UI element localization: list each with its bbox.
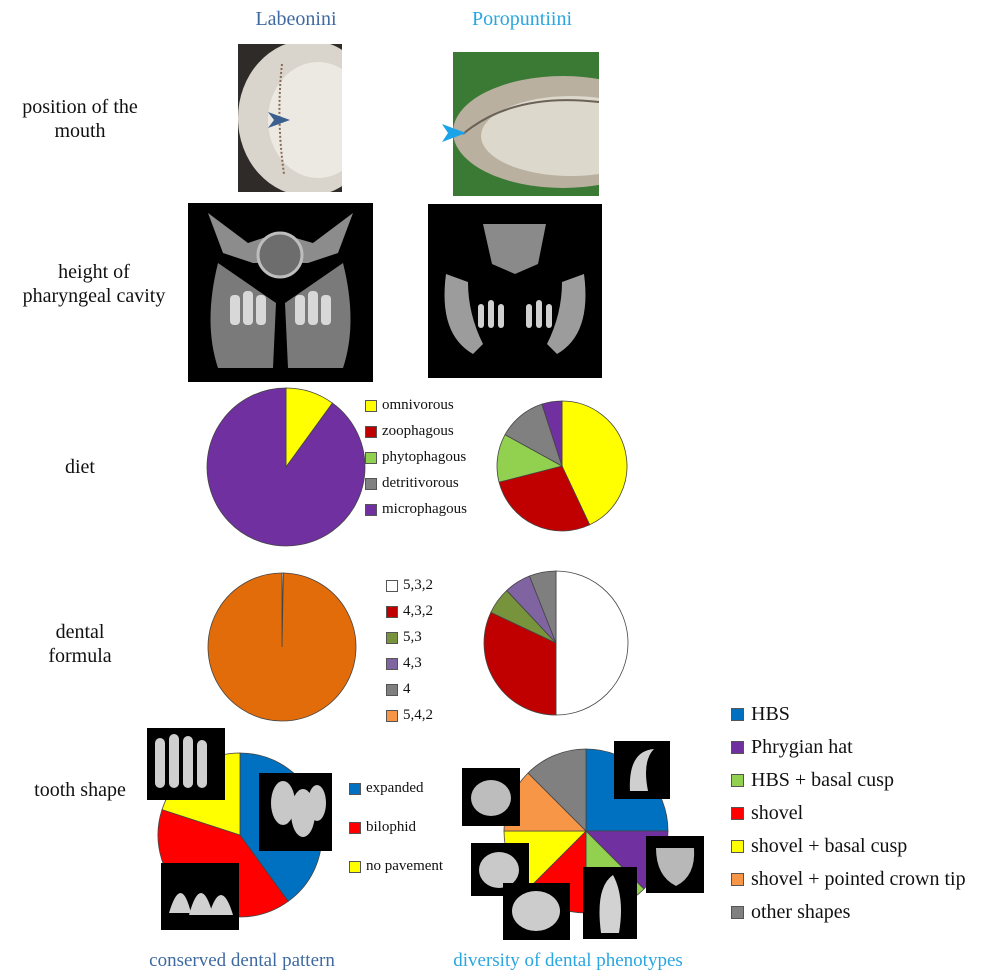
legend-item: zoophagous	[365, 423, 454, 440]
row-label-dental-formula: dental formula	[48, 621, 112, 667]
legend-swatch	[365, 503, 377, 516]
pie-slice-zoophagous	[498, 465, 591, 532]
legend-label: no pavement	[366, 858, 444, 874]
legend-swatch	[386, 579, 398, 592]
legend-swatch	[349, 782, 361, 795]
row-label-tooth-shape: tooth shape	[34, 779, 126, 801]
pie-slice-other-shapes	[527, 748, 587, 832]
legend-swatch	[365, 451, 377, 464]
row-label-diet: diet	[65, 456, 95, 478]
legend-label: shovel + basal cusp	[751, 835, 908, 857]
arrow-head-icon	[442, 124, 466, 142]
legend-item: phytophagous	[365, 449, 466, 466]
legend-label: HBS	[751, 703, 790, 725]
column-title-poropuntiini: Poropuntiini	[471, 8, 572, 30]
legend-item: HBS + basal cusp	[731, 769, 894, 792]
legend-item: 4,3	[386, 655, 422, 672]
legend-swatch	[386, 683, 398, 696]
legend-item: shovel + pointed crown tip	[731, 868, 966, 891]
legend-swatch	[731, 774, 744, 787]
legend-swatch	[365, 425, 377, 438]
pie-slice-4-3-2	[483, 611, 557, 716]
legend-label: shovel	[751, 802, 804, 824]
legend-label: 5,4,2	[403, 707, 433, 723]
legend-swatch	[731, 840, 744, 853]
pie-chart-diet-labeonini	[206, 387, 366, 547]
column-title-labeonini: Labeonini	[255, 8, 337, 30]
mouth-photo-labeonini	[238, 44, 342, 192]
tooth-image	[462, 768, 520, 826]
legend-item: HBS	[731, 703, 790, 726]
legend-label: 4	[403, 681, 411, 697]
legend-label: 5,3,2	[403, 577, 433, 593]
row-label-pharynx: height of pharyngeal cavity	[22, 261, 166, 307]
legend-swatch	[386, 657, 398, 670]
legend-swatch	[731, 708, 744, 721]
legend-label: phytophagous	[382, 449, 467, 465]
legend-item: Phrygian hat	[731, 736, 853, 759]
legend-swatch	[731, 906, 744, 919]
legend-item: 4	[386, 681, 411, 698]
legend-item: no pavement	[349, 858, 443, 875]
row-label-mouth: position of the mouth	[22, 96, 138, 142]
tooth-image	[503, 883, 570, 940]
legend-item: 5,3	[386, 629, 422, 646]
pie-chart-dental-formula-poropuntiini	[483, 570, 629, 716]
legend-item: 4,3,2	[386, 603, 433, 620]
legend-swatch	[731, 741, 744, 754]
pharynx-ct-poropuntiini	[428, 204, 602, 378]
legend-swatch	[365, 477, 377, 490]
legend-label: detritivorous	[382, 475, 459, 491]
legend-label: zoophagous	[382, 423, 454, 439]
pie-chart-diet-poropuntiini	[496, 400, 628, 532]
legend-item: shovel + basal cusp	[731, 835, 907, 858]
tooth-image	[583, 867, 637, 939]
pie-slice-5-4-2	[207, 572, 357, 722]
pie-slice-microphagous	[541, 400, 563, 467]
legend-swatch	[386, 709, 398, 722]
legend-item: bilophid	[349, 819, 416, 836]
pie-slice-microphagous	[206, 387, 366, 547]
legend-label: 4,3	[403, 655, 422, 671]
pie-slice-4	[528, 570, 557, 644]
footer-diversity-dental-phenotypes: diversity of dental phenotypes	[453, 950, 683, 971]
tooth-image	[614, 741, 670, 799]
legend-label: HBS + basal cusp	[751, 769, 894, 791]
legend-label: bilophid	[366, 819, 417, 835]
legend-swatch	[349, 821, 361, 834]
legend-label: other shapes	[751, 901, 851, 923]
tooth-image	[646, 836, 704, 893]
legend-label: 4,3,2	[403, 603, 433, 619]
legend-label: microphagous	[382, 501, 467, 517]
legend-swatch	[731, 873, 744, 886]
legend-item: detritivorous	[365, 475, 459, 492]
legend-swatch	[386, 605, 398, 618]
footer-conserved-dental-pattern: conserved dental pattern	[149, 950, 335, 971]
tooth-image	[259, 773, 332, 851]
legend-item: other shapes	[731, 901, 850, 924]
pharynx-ct-labeonini	[188, 203, 373, 382]
legend-label: expanded	[366, 780, 424, 796]
legend-swatch	[349, 860, 361, 873]
legend-item: 5,4,2	[386, 707, 433, 724]
legend-item: expanded	[349, 780, 423, 797]
tooth-image	[147, 728, 225, 800]
legend-item: omnivorous	[365, 397, 454, 414]
pie-slice-5-3-2	[555, 570, 629, 716]
legend-label: shovel + pointed crown tip	[751, 868, 966, 890]
pie-slice-omnivorous	[561, 400, 628, 526]
legend-label: omnivorous	[382, 397, 454, 413]
pie-chart-dental-formula-labeonini	[207, 572, 357, 722]
mouth-photo-poropuntiini	[453, 52, 599, 196]
arrow-head-icon	[268, 112, 290, 128]
legend-label: Phrygian hat	[751, 736, 853, 758]
legend-swatch	[386, 631, 398, 644]
legend-item: shovel	[731, 802, 803, 825]
tooth-image	[161, 863, 239, 930]
legend-item: 5,3,2	[386, 577, 433, 594]
legend-label: 5,3	[403, 629, 422, 645]
legend-swatch	[731, 807, 744, 820]
legend-item: microphagous	[365, 501, 467, 518]
legend-swatch	[365, 399, 377, 412]
